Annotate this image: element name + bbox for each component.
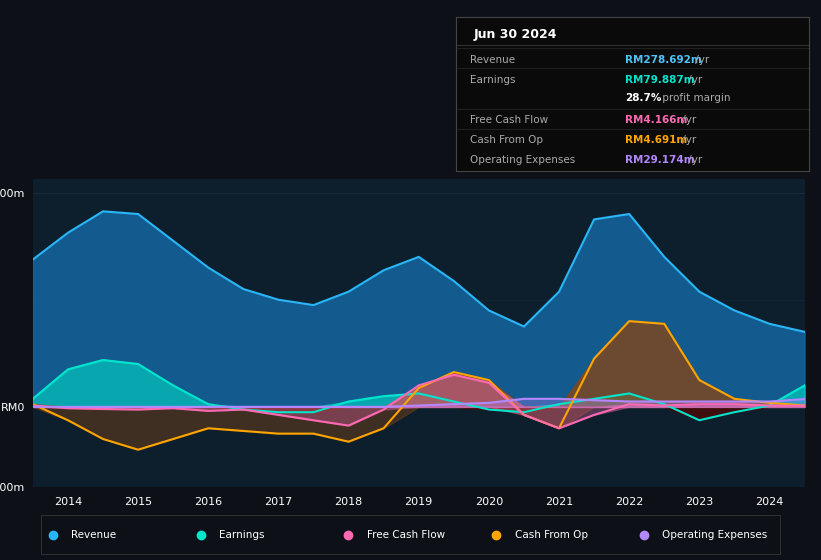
Text: /yr: /yr — [692, 55, 709, 65]
Text: RM278.692m: RM278.692m — [625, 55, 702, 65]
Text: Revenue: Revenue — [71, 530, 117, 540]
Text: Jun 30 2024: Jun 30 2024 — [474, 27, 557, 40]
Text: Cash From Op: Cash From Op — [515, 530, 588, 540]
Text: Free Cash Flow: Free Cash Flow — [470, 115, 548, 125]
Text: Operating Expenses: Operating Expenses — [470, 155, 575, 165]
Text: Earnings: Earnings — [219, 530, 264, 540]
Text: Earnings: Earnings — [470, 75, 516, 85]
Text: Operating Expenses: Operating Expenses — [663, 530, 768, 540]
Text: /yr: /yr — [679, 115, 696, 125]
Text: RM4.691m: RM4.691m — [625, 135, 687, 145]
Text: /yr: /yr — [686, 75, 703, 85]
Text: RM29.174m: RM29.174m — [625, 155, 695, 165]
Text: 28.7%: 28.7% — [625, 94, 662, 104]
Text: /yr: /yr — [679, 135, 696, 145]
Text: Revenue: Revenue — [470, 55, 515, 65]
Text: Cash From Op: Cash From Op — [470, 135, 543, 145]
Text: /yr: /yr — [686, 155, 703, 165]
Text: RM79.887m: RM79.887m — [625, 75, 695, 85]
Text: RM4.166m: RM4.166m — [625, 115, 687, 125]
Text: profit margin: profit margin — [658, 94, 730, 104]
Text: Free Cash Flow: Free Cash Flow — [367, 530, 445, 540]
